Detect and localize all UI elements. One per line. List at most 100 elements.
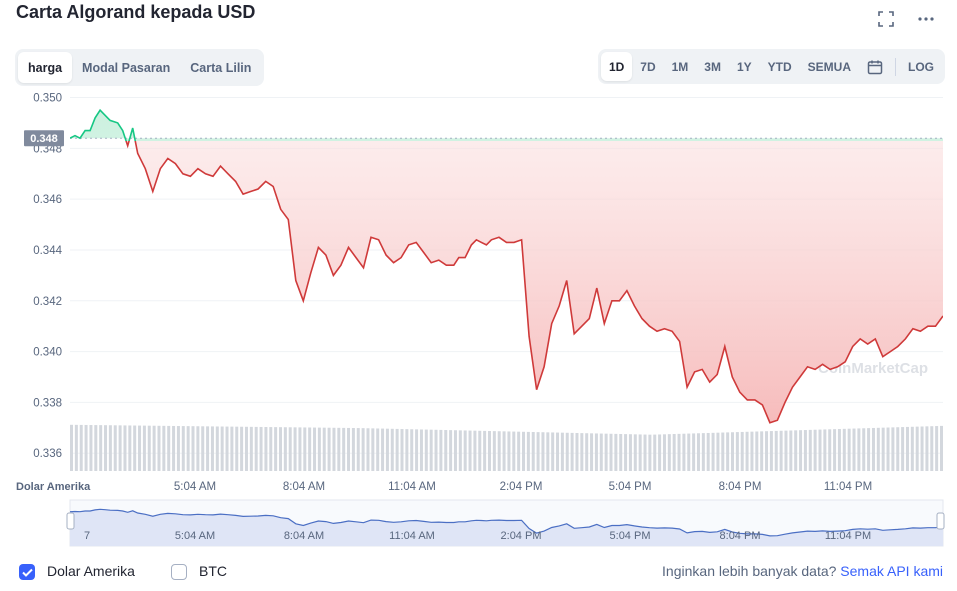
volume-bar [99,425,103,471]
tab-candlestick[interactable]: Carta Lilin [190,60,252,75]
volume-bar [157,425,161,471]
volume-bar [196,426,200,471]
volume-bar [371,428,375,471]
y-tick-label: 0.336 [33,448,62,460]
volume-bar [133,425,137,471]
navigator-tick-label: 11:04 AM [389,530,435,542]
volume-bar [823,429,827,471]
volume-bar [70,424,73,471]
range-7d[interactable]: 7D [640,59,656,74]
x-axis-label: Dolar Amerika [16,481,91,493]
volume-bar [317,427,321,471]
volume-bar [828,429,832,471]
volume-bar [628,434,632,471]
volume-bar [385,428,389,471]
navigator-fill [70,509,943,546]
price-line-down [125,141,943,424]
volume-bar [225,426,229,471]
volume-bar [79,424,83,471]
volume-bar [876,427,880,471]
volume-bar [89,425,93,471]
volume-bar [356,428,360,471]
log-toggle[interactable]: LOG [908,59,934,74]
chart-type-tabs: harga Modal Pasaran Carta Lilin [15,49,265,86]
volume-bar [74,424,78,471]
api-link[interactable]: Semak API kami [840,563,943,579]
volume-bar [716,432,720,471]
volume-bar [390,428,394,471]
volume-bar [142,425,146,471]
range-navigator[interactable]: 7 5:04 AM 8:04 AM 11:04 AM 2:04 PM 5:04 PM 8:0… [66,499,945,547]
volume-bar [235,426,239,471]
volume-bar [327,427,331,471]
volume-bar [113,425,117,471]
volume-bar [784,430,788,471]
volume-bar [852,428,856,471]
volume-bar [478,430,482,471]
volume-bar [274,427,278,471]
range-1m[interactable]: 1M [671,59,689,74]
volume-bar [575,433,579,471]
volume-bar [400,429,404,471]
volume-bar [308,427,312,471]
fullscreen-icon[interactable] [873,8,899,30]
volume-bar [147,425,151,471]
x-tick-label: 8:04 AM [283,481,325,493]
volume-bar [594,433,598,471]
volume-bar [517,431,521,471]
range-3m[interactable]: 3M [704,59,721,74]
volume-bar [536,432,540,471]
volume-bar [915,426,919,471]
tab-price[interactable]: harga [18,52,73,83]
volume-bar [463,430,467,471]
volume-bar [206,426,210,471]
volume-bar [711,432,715,471]
volume-bar [293,427,297,471]
range-ytd[interactable]: YTD [767,59,792,74]
navigator-handle-left[interactable] [66,512,75,530]
range-all[interactable]: SEMUA [807,59,851,74]
usd-label[interactable]: Dolar Amerika [47,563,135,579]
range-1d[interactable]: 1D [600,52,633,81]
y-tick-label: 0.338 [33,397,62,409]
volume-bar [376,428,380,471]
volume-bar [653,434,657,471]
volume-bar [419,429,423,471]
reference-badge: 0.348 [24,130,64,147]
more-icon[interactable] [913,8,939,30]
volume-bar [342,427,346,471]
navigator-handle-right[interactable] [936,512,945,530]
volume-bar [740,431,744,471]
volume-bar [541,432,545,471]
btc-label[interactable]: BTC [199,563,227,579]
x-tick-label: 11:04 PM [824,481,872,493]
volume-bar [84,424,88,471]
volume-bar [453,430,457,471]
volume-bar [585,433,589,471]
volume-bar [104,425,108,471]
volume-bar [172,425,176,471]
navigator-tick-label: 8:04 PM [720,530,761,542]
volume-bar [351,428,355,471]
volume-bar [201,426,205,471]
tab-market-cap[interactable]: Modal Pasaran [82,60,171,75]
volume-bar [833,429,837,471]
btc-checkbox[interactable] [171,564,187,580]
volume-bar [332,427,336,471]
range-1y[interactable]: 1Y [736,59,752,74]
volume-bar [745,431,749,471]
chart-footer: Dolar Amerika BTC Inginkan lebih banyak … [0,560,957,584]
volume-bar [643,434,647,471]
volume-bar [415,429,419,471]
navigator-tick-label: 5:04 AM [175,530,215,542]
usd-checkbox[interactable] [19,564,35,580]
volume-bar [735,432,739,471]
y-tick-label: 0.350 [33,93,62,105]
volume-bar [254,426,258,471]
volume-bar [701,433,705,471]
volume-bar [468,430,472,471]
calendar-icon[interactable] [859,52,891,81]
volume-bar [672,434,676,471]
volume-bar [760,431,764,471]
